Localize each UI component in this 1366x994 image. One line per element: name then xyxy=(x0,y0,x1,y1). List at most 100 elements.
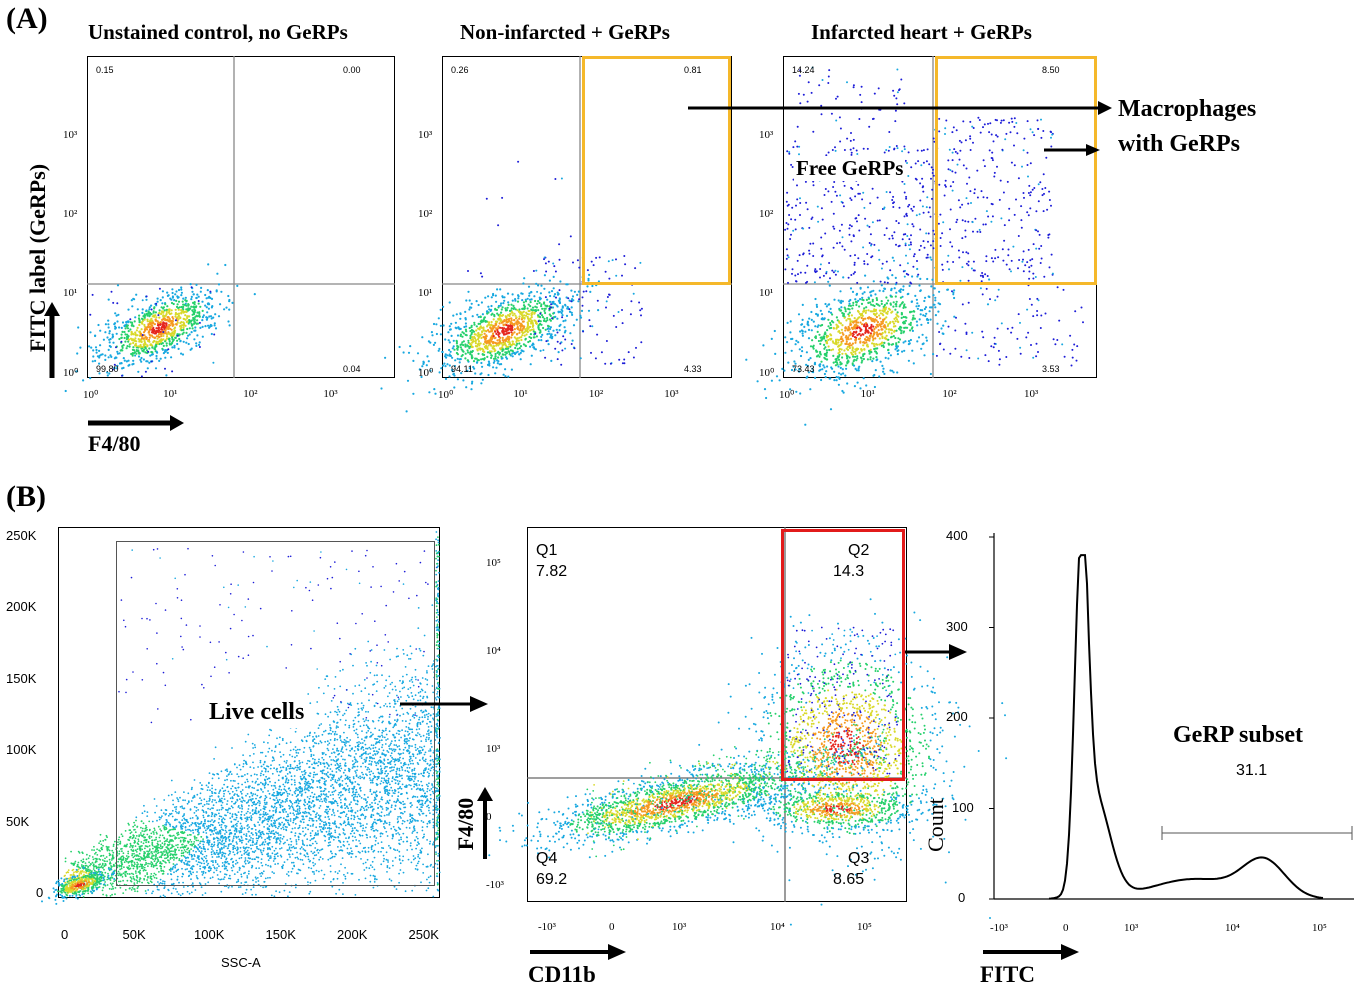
event-dot xyxy=(852,147,855,150)
event-dot xyxy=(994,299,997,302)
event-dot xyxy=(799,197,801,200)
event-dot xyxy=(841,331,844,334)
event-dot xyxy=(997,288,1000,291)
event-dot xyxy=(1035,355,1038,358)
event-dot xyxy=(487,339,490,342)
event-dot xyxy=(838,116,841,119)
event-dot xyxy=(155,335,158,338)
event-dot xyxy=(837,372,841,375)
event-dot xyxy=(879,280,882,283)
event-dot xyxy=(308,812,311,815)
event-dot xyxy=(958,158,961,161)
event-dot xyxy=(132,359,135,362)
event-dot xyxy=(542,349,545,352)
event-dot xyxy=(492,361,495,364)
event-dot xyxy=(816,313,819,316)
event-dot xyxy=(137,345,140,348)
event-dot xyxy=(333,855,336,858)
event-dot xyxy=(558,289,561,292)
event-dot xyxy=(498,322,501,325)
event-dot xyxy=(883,372,886,375)
event-dot xyxy=(519,327,522,330)
event-dot xyxy=(110,355,113,358)
event-dot xyxy=(476,343,479,346)
event-dot xyxy=(207,263,210,266)
event-dot xyxy=(483,316,486,319)
event-dot xyxy=(843,248,846,251)
event-dot xyxy=(885,327,888,331)
event-dot xyxy=(982,196,985,199)
event-dot xyxy=(875,323,878,326)
event-dot xyxy=(500,311,503,314)
event-dot xyxy=(872,332,875,335)
event-dot xyxy=(480,333,483,336)
event-dot xyxy=(500,355,503,358)
event-dot xyxy=(176,303,179,306)
event-dot xyxy=(196,311,199,314)
event-dot xyxy=(537,328,540,331)
event-dot xyxy=(500,308,503,311)
event-dot xyxy=(435,323,438,326)
event-dot xyxy=(365,866,368,869)
event-dot xyxy=(862,341,865,344)
event-dot xyxy=(814,297,817,301)
event-dot xyxy=(280,827,283,830)
event-dot xyxy=(1050,131,1053,134)
event-dot xyxy=(835,119,838,122)
event-dot xyxy=(1028,184,1031,187)
event-dot xyxy=(819,368,822,371)
event-dot xyxy=(549,327,552,331)
event-dot xyxy=(108,341,111,344)
event-dot xyxy=(1032,272,1035,275)
event-dot xyxy=(159,339,162,342)
event-dot xyxy=(909,329,912,332)
event-dot xyxy=(499,317,502,320)
event-dot xyxy=(564,319,567,322)
event-dot xyxy=(555,328,558,331)
event-dot xyxy=(155,304,158,307)
y-tick-label: 10¹ xyxy=(63,287,78,299)
event-dot xyxy=(320,869,323,872)
event-dot xyxy=(222,790,225,793)
event-dot xyxy=(952,181,955,183)
event-dot xyxy=(179,321,182,325)
event-dot xyxy=(911,329,914,332)
event-dot xyxy=(196,322,199,325)
event-dot xyxy=(225,873,228,876)
event-dot xyxy=(552,287,555,290)
event-dot xyxy=(113,366,116,369)
event-dot xyxy=(467,339,470,342)
event-dot xyxy=(490,324,493,327)
event-dot xyxy=(892,195,895,198)
event-dot xyxy=(523,305,526,308)
event-dot xyxy=(503,299,506,302)
event-dot xyxy=(560,363,563,366)
event-dot xyxy=(1003,239,1006,242)
event-dot xyxy=(490,304,493,308)
event-dot xyxy=(138,835,140,838)
event-dot xyxy=(938,290,941,293)
event-dot xyxy=(819,309,822,312)
event-dot xyxy=(829,307,832,310)
event-dot xyxy=(187,342,190,346)
event-dot xyxy=(863,352,866,355)
event-dot xyxy=(147,350,150,353)
event-dot xyxy=(556,317,559,320)
event-dot xyxy=(384,792,387,795)
event-dot xyxy=(148,333,151,336)
event-dot xyxy=(527,285,531,288)
event-dot xyxy=(215,289,218,292)
event-dot xyxy=(280,801,282,804)
event-dot xyxy=(986,196,989,199)
event-dot xyxy=(901,180,904,183)
event-dot xyxy=(865,384,868,387)
event-dot xyxy=(883,341,886,344)
event-dot xyxy=(835,338,838,341)
event-dot xyxy=(870,303,873,306)
event-dot xyxy=(510,325,514,328)
event-dot xyxy=(139,358,142,361)
event-dot xyxy=(890,332,893,335)
event-dot xyxy=(936,322,939,325)
event-dot xyxy=(530,354,533,357)
event-dot xyxy=(102,844,104,847)
